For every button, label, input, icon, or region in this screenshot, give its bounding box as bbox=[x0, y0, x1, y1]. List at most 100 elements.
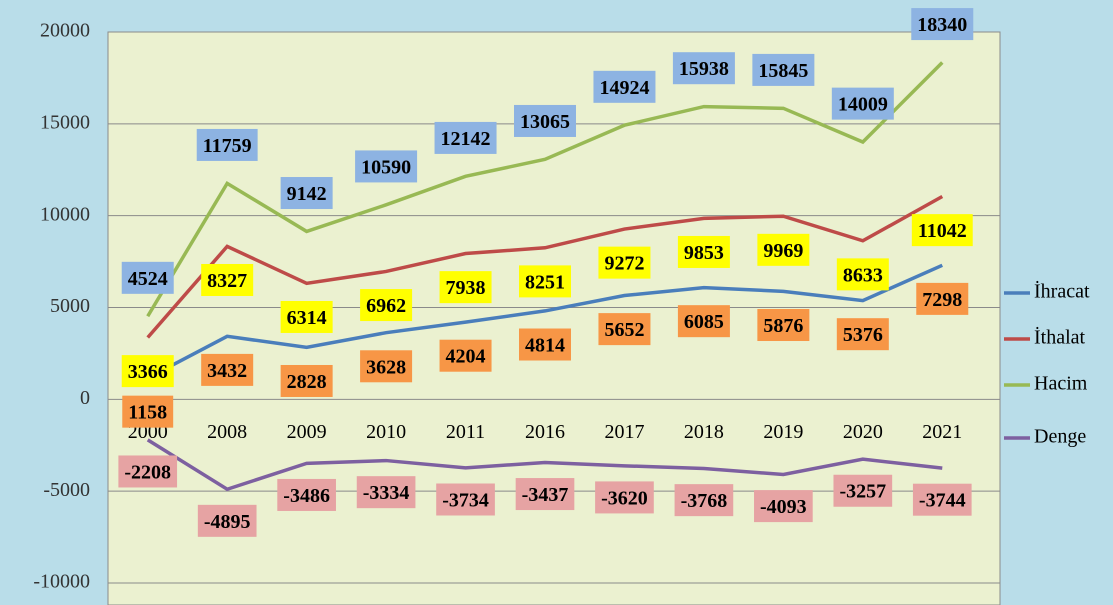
data-label: 3366 bbox=[128, 361, 168, 383]
y-tick-label: -5000 bbox=[43, 479, 90, 501]
data-label-box: 11759 bbox=[196, 128, 258, 161]
data-label-box: -3437 bbox=[515, 478, 575, 511]
series-line bbox=[146, 194, 944, 339]
data-label: 3628 bbox=[366, 356, 406, 378]
label-bg bbox=[519, 328, 571, 361]
label-bg bbox=[514, 104, 576, 137]
label-bg bbox=[831, 87, 894, 120]
data-label-box: -3486 bbox=[277, 478, 336, 511]
label-bg bbox=[911, 8, 974, 41]
data-label: 9142 bbox=[287, 183, 327, 205]
data-label-box: -3257 bbox=[833, 474, 893, 507]
label-bg bbox=[836, 318, 889, 351]
x-tick-label: 2019 bbox=[763, 421, 803, 443]
x-tick-label: 2011 bbox=[446, 421, 485, 443]
series-line bbox=[146, 263, 943, 380]
label-bg bbox=[595, 481, 654, 514]
data-label-box: 9272 bbox=[598, 246, 651, 279]
x-tick-label: 2016 bbox=[525, 421, 565, 443]
data-label-box: -3768 bbox=[674, 484, 734, 517]
data-label-box: 3628 bbox=[360, 350, 413, 383]
label-bg bbox=[593, 70, 656, 103]
data-label: 10590 bbox=[361, 156, 411, 178]
label-bg bbox=[122, 395, 174, 428]
label-bg bbox=[674, 484, 734, 517]
label-bg bbox=[677, 305, 730, 338]
data-label-box: 3366 bbox=[121, 355, 174, 388]
label-bg bbox=[916, 282, 969, 315]
label-bg bbox=[280, 177, 333, 210]
label-bg bbox=[754, 490, 813, 523]
data-label: 15845 bbox=[758, 60, 808, 82]
data-label: 12142 bbox=[441, 128, 491, 150]
data-label: 14009 bbox=[838, 94, 888, 116]
data-label: -3437 bbox=[522, 484, 569, 506]
data-label-box: 2828 bbox=[280, 364, 333, 397]
label-bg bbox=[752, 53, 815, 86]
legend-label: Hacim bbox=[1034, 373, 1088, 395]
label-bg bbox=[280, 300, 333, 333]
data-label: 8633 bbox=[843, 264, 883, 286]
data-label-box: 8251 bbox=[519, 265, 571, 298]
data-label: 5876 bbox=[763, 315, 803, 337]
label-bg bbox=[434, 121, 497, 154]
label-bg bbox=[598, 313, 651, 346]
data-label-box: 4524 bbox=[121, 261, 174, 294]
series-line bbox=[146, 438, 943, 492]
label-bg bbox=[196, 128, 258, 161]
data-label: 9853 bbox=[684, 242, 724, 264]
label-bg bbox=[757, 309, 810, 342]
x-tick-label: 2008 bbox=[207, 421, 247, 443]
label-bg bbox=[197, 504, 257, 537]
label-bg bbox=[677, 235, 730, 268]
data-label: 4204 bbox=[446, 346, 486, 368]
label-bg bbox=[439, 339, 492, 372]
data-label: 7298 bbox=[922, 289, 962, 311]
data-label-box: 9853 bbox=[677, 235, 730, 268]
data-label: -3334 bbox=[363, 482, 410, 504]
data-label: 11042 bbox=[918, 220, 967, 242]
data-label-box: 15845 bbox=[752, 53, 815, 86]
data-label: 4814 bbox=[525, 335, 565, 357]
data-label-box: 12142 bbox=[434, 121, 497, 154]
label-bg bbox=[360, 350, 413, 383]
data-label-box: 5376 bbox=[836, 318, 889, 351]
label-bg bbox=[201, 353, 254, 386]
data-label-box: -2208 bbox=[118, 455, 178, 488]
data-label: -3620 bbox=[601, 487, 648, 509]
data-label-box: 7938 bbox=[439, 271, 492, 304]
data-label-box: 14009 bbox=[831, 87, 894, 120]
data-label-box: 18340 bbox=[911, 8, 974, 41]
data-label: 4524 bbox=[128, 268, 168, 290]
data-label-box: -3334 bbox=[356, 476, 416, 509]
data-label: -4895 bbox=[204, 511, 251, 533]
label-bg bbox=[836, 258, 889, 291]
label-bg bbox=[436, 483, 495, 516]
data-label: -3486 bbox=[283, 485, 330, 507]
data-label: -4093 bbox=[760, 496, 807, 518]
data-label: 13065 bbox=[520, 111, 570, 133]
x-tick-label: 2009 bbox=[287, 421, 327, 443]
label-bg bbox=[280, 364, 333, 397]
label-bg bbox=[439, 271, 492, 304]
x-tick-label: 2017 bbox=[604, 421, 644, 443]
label-bg bbox=[757, 233, 810, 266]
data-label-box: -4895 bbox=[197, 504, 257, 537]
label-bg bbox=[355, 150, 418, 183]
data-label: -3734 bbox=[442, 490, 489, 512]
data-label: 5376 bbox=[843, 324, 883, 346]
data-label: 3432 bbox=[207, 360, 247, 382]
data-label-box: 11042 bbox=[911, 214, 973, 247]
data-label: 11759 bbox=[203, 135, 252, 157]
label-bg bbox=[121, 355, 174, 388]
label-bg bbox=[672, 52, 735, 85]
label-bg bbox=[201, 263, 254, 296]
label-bg bbox=[911, 214, 973, 247]
data-label: 9272 bbox=[604, 253, 644, 275]
data-label-box: 13065 bbox=[514, 104, 576, 137]
data-label-box: 4814 bbox=[519, 328, 571, 361]
data-label: 5652 bbox=[604, 319, 644, 341]
label-bg bbox=[519, 265, 571, 298]
data-label-box: 8633 bbox=[836, 258, 889, 291]
data-label-box: 1158 bbox=[122, 395, 174, 428]
